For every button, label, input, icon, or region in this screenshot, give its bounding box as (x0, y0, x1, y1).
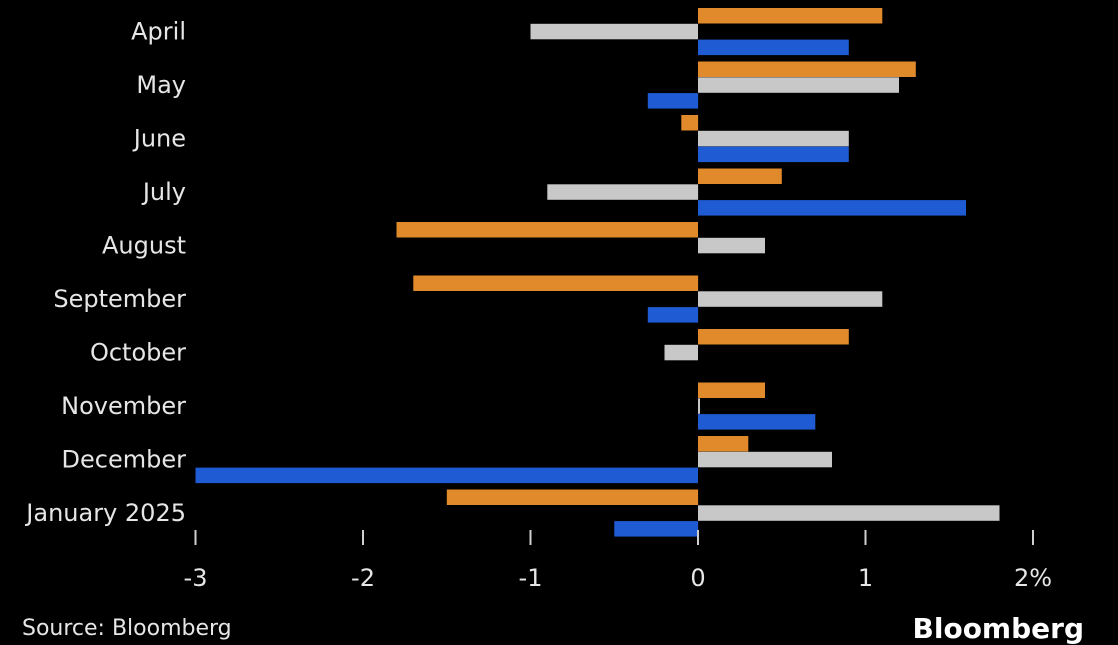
category-label-may: May (136, 71, 186, 99)
x-tick-label-0: -3 (184, 564, 208, 592)
category-label-june: June (132, 125, 186, 153)
x-axis: -3 -2 -1 0 1 2% (184, 530, 1052, 592)
bar-april-series-1 (698, 8, 883, 24)
category-label-january-2025: January 2025 (24, 499, 186, 527)
bar-chart: April May June July August September October No… (24, 8, 1052, 592)
bar-august-series-1 (396, 222, 698, 238)
bar-january-2025-series-2 (698, 505, 1000, 521)
bar-may-series-3 (647, 93, 699, 109)
bar-january-2025-series-1 (446, 489, 699, 505)
bars-layer (195, 8, 1000, 537)
x-tick-label-2: -1 (519, 564, 543, 592)
bar-december-series-2 (698, 451, 832, 468)
bar-june-series-2 (698, 130, 849, 147)
brand-logo-text: Bloomberg (912, 612, 1084, 645)
bar-december-series-3 (195, 467, 698, 484)
bar-september-series-2 (698, 291, 883, 307)
bar-july-series-1 (698, 168, 782, 184)
bar-april-series-3 (698, 39, 849, 56)
x-tick-label-3: 0 (690, 564, 705, 592)
bar-may-series-2 (698, 77, 899, 93)
bar-april-series-2 (530, 23, 698, 40)
bar-july-series-2 (547, 184, 699, 200)
bar-july-series-3 (698, 200, 966, 216)
bar-november-series-2 (698, 398, 700, 414)
bar-august-series-2 (698, 237, 765, 254)
bar-october-series-1 (698, 329, 849, 345)
bar-december-series-1 (698, 436, 749, 452)
x-tick-label-4: 1 (858, 564, 873, 592)
category-label-october: October (90, 339, 186, 367)
category-label-april: April (131, 18, 186, 46)
bar-may-series-1 (698, 61, 916, 77)
bar-january-2025-series-3 (614, 521, 699, 537)
bar-june-series-3 (698, 146, 849, 163)
category-label-september: September (53, 285, 186, 313)
category-label-november: November (61, 392, 186, 420)
x-tick-label-5: 2% (1014, 564, 1052, 592)
category-label-december: December (62, 446, 187, 474)
source-note: Source: Bloomberg (22, 616, 232, 641)
bar-november-series-3 (698, 414, 816, 430)
category-labels: April May June July August September October No… (24, 18, 186, 528)
bar-june-series-1 (681, 115, 699, 131)
bar-september-series-3 (647, 307, 699, 323)
bar-september-series-1 (413, 275, 699, 291)
bar-november-series-1 (698, 382, 765, 398)
category-label-july: July (141, 178, 186, 206)
x-tick-label-1: -2 (351, 564, 375, 592)
bar-october-series-2 (664, 344, 698, 361)
category-label-august: August (102, 232, 186, 260)
